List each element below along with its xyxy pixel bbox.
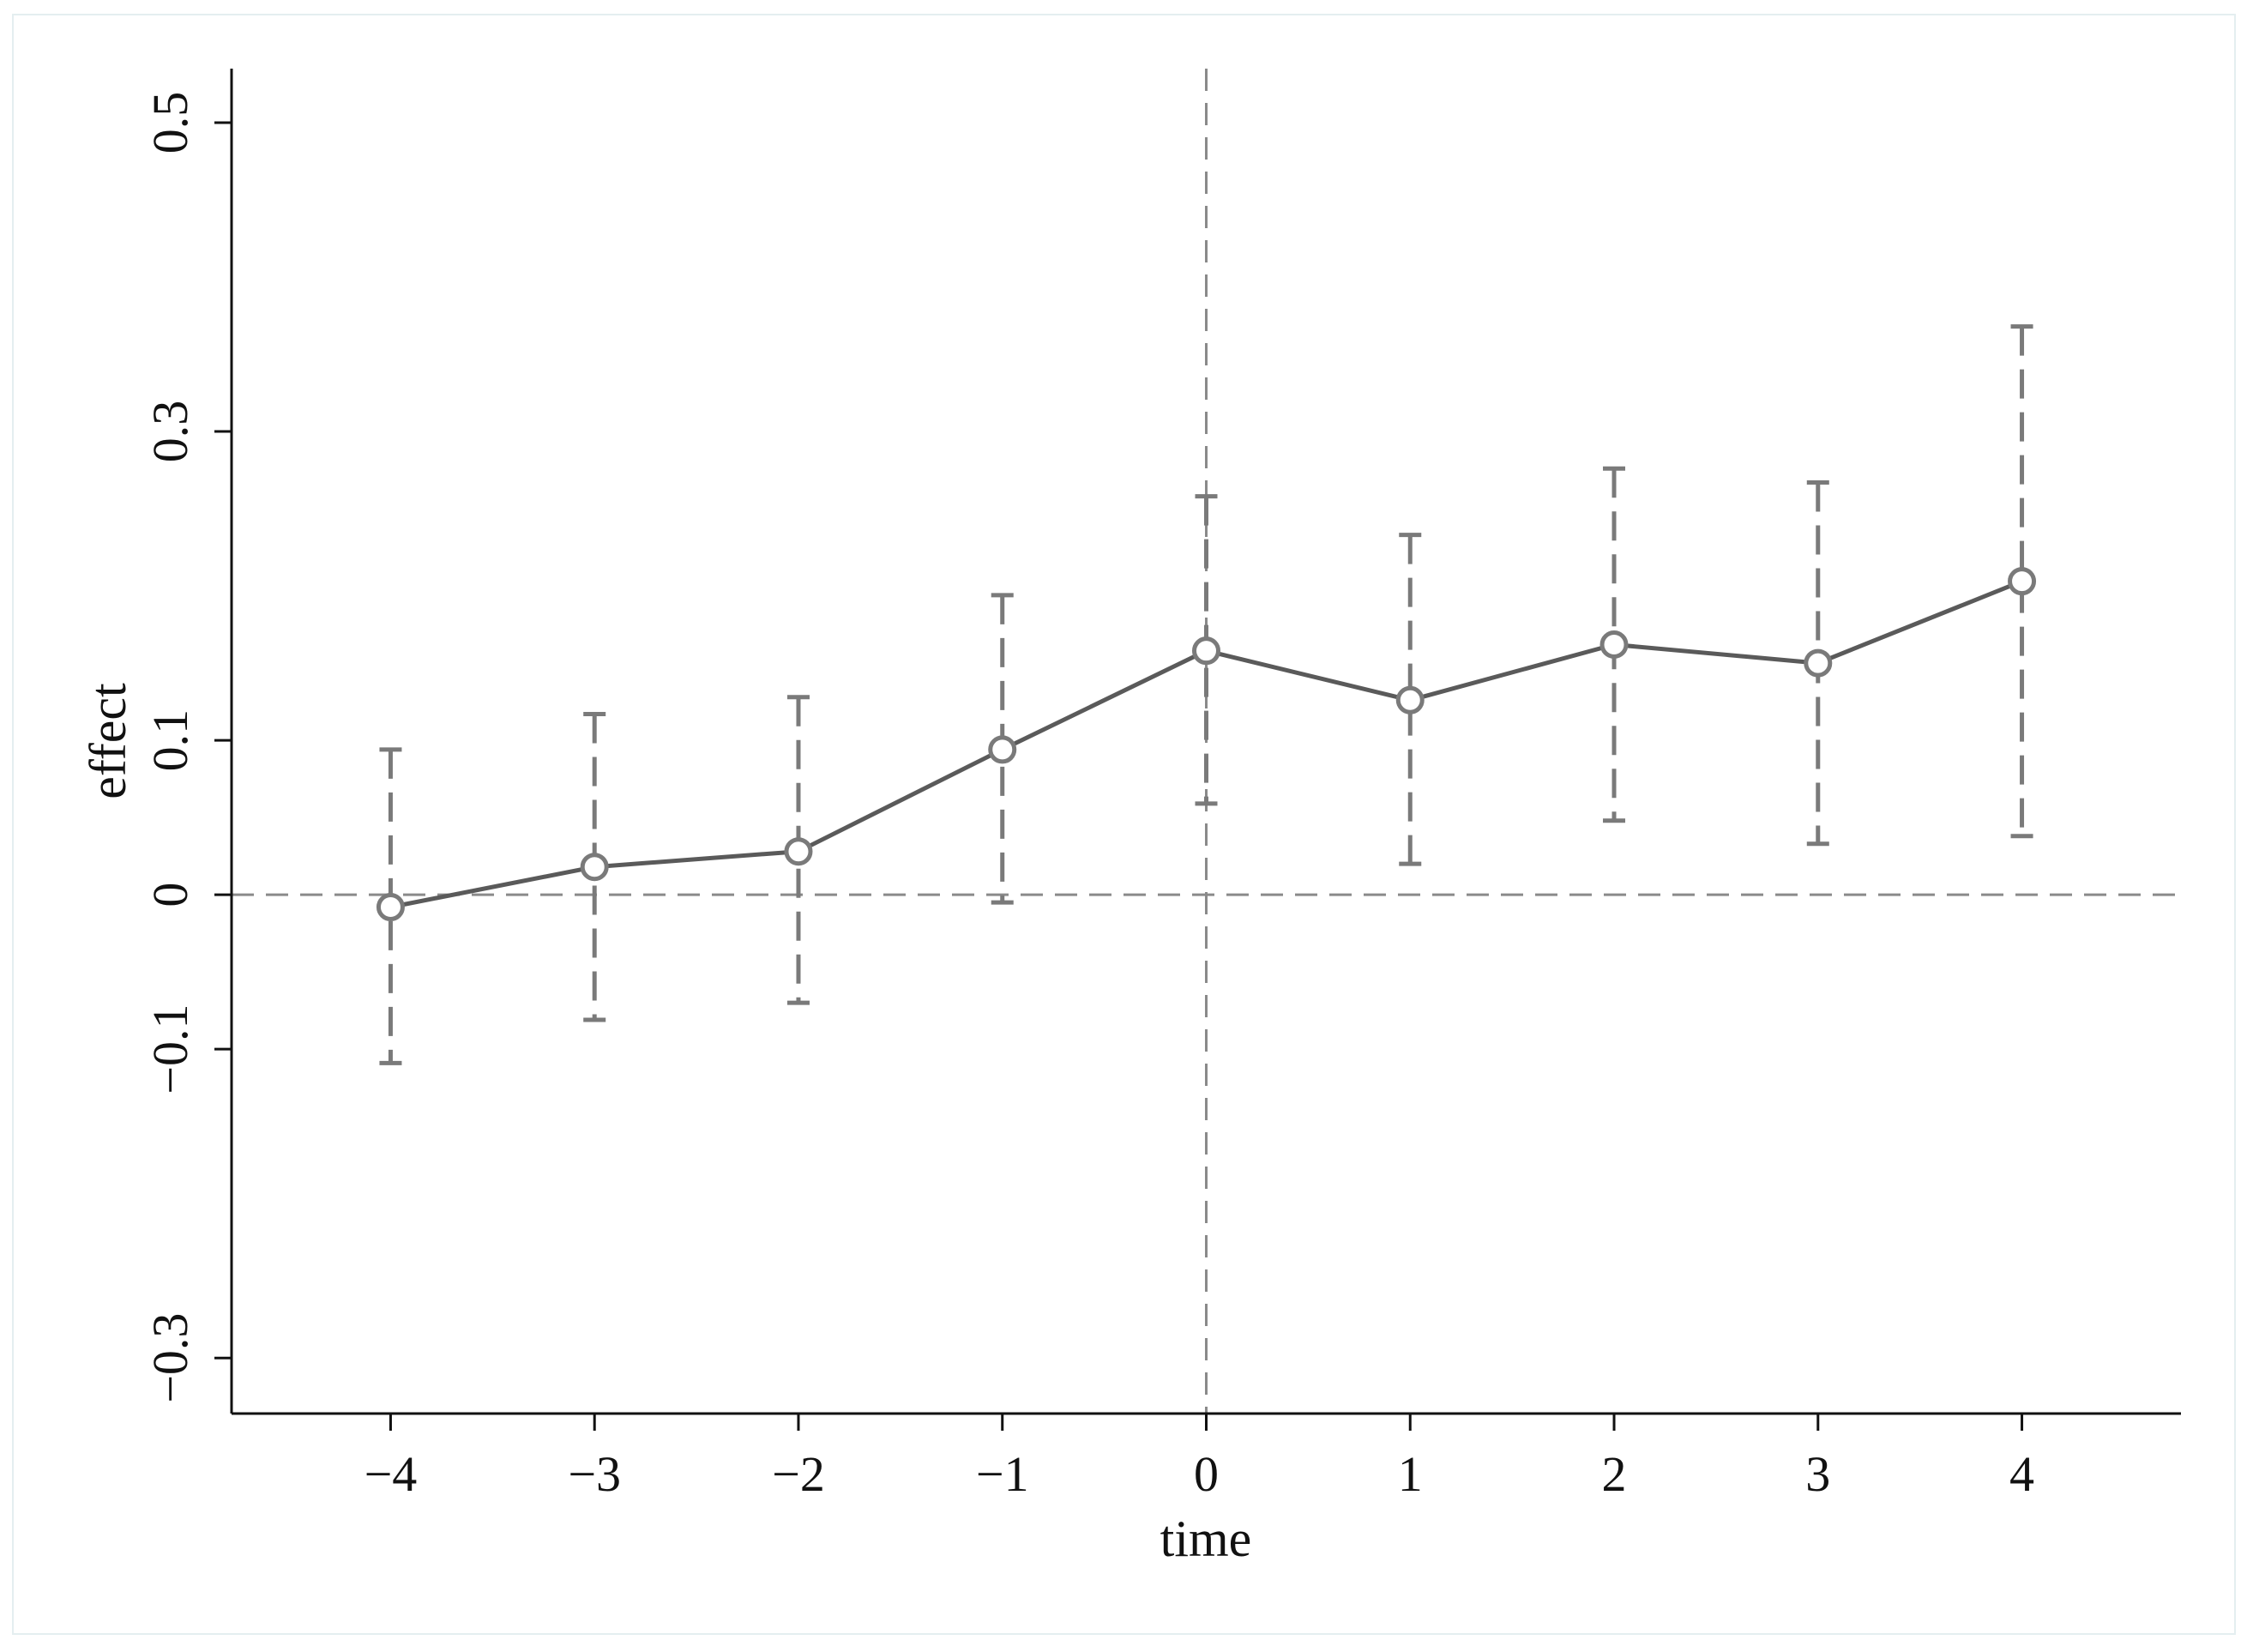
y-tick-label: 0.5 xyxy=(142,92,198,154)
x-tick-label: 3 xyxy=(1805,1446,1830,1502)
confidence-intervals xyxy=(379,324,2033,1065)
y-tick-label: −0.3 xyxy=(142,1313,198,1403)
data-point xyxy=(1599,630,1629,659)
y-tick-label: 0 xyxy=(142,883,198,907)
data-point xyxy=(1804,648,1833,678)
x-tick-label: 2 xyxy=(1602,1446,1627,1502)
data-point xyxy=(2008,567,2037,596)
x-tick-label: 1 xyxy=(1398,1446,1423,1502)
x-ticks: −4 −3 −2 −1 0 1 2 3 4 xyxy=(364,1414,2034,1502)
data-point xyxy=(1192,636,1220,666)
data-point xyxy=(580,853,609,882)
x-axis-title: time xyxy=(1160,1510,1252,1567)
y-tick-label: 0.3 xyxy=(142,401,198,463)
y-axis-title: effect xyxy=(80,683,136,799)
x-tick-label: −2 xyxy=(772,1446,825,1502)
data-point xyxy=(988,735,1017,764)
y-tick-label: 0.1 xyxy=(142,709,198,772)
figure-frame xyxy=(12,14,2236,1635)
x-tick-label: −3 xyxy=(568,1446,621,1502)
y-tick-label: −0.1 xyxy=(142,1004,198,1094)
data-point xyxy=(376,893,405,922)
reference-lines xyxy=(232,69,2181,1414)
x-tick-label: 4 xyxy=(2009,1446,2034,1502)
data-point xyxy=(1395,685,1425,714)
x-tick-label: −1 xyxy=(976,1446,1029,1502)
x-tick-label: 0 xyxy=(1194,1446,1219,1502)
data-point xyxy=(784,837,813,866)
data-markers xyxy=(376,567,2037,922)
y-ticks: −0.3 −0.1 0 0.1 0.3 0.5 xyxy=(142,92,232,1403)
x-tick-label: −4 xyxy=(364,1446,418,1502)
